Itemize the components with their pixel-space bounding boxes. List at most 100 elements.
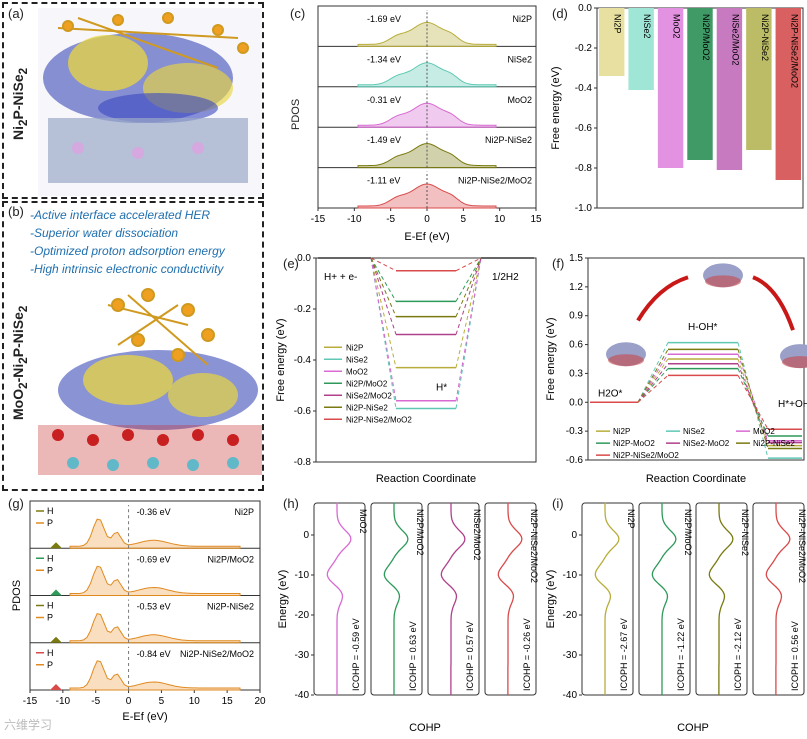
left-state-label: H+ + e- bbox=[324, 272, 357, 283]
cohp-frame bbox=[313, 502, 366, 696]
center-value: -0.84 eV bbox=[137, 649, 171, 659]
y-axis-label: Free energy (eV) bbox=[545, 317, 557, 400]
connector bbox=[637, 368, 669, 403]
bar bbox=[687, 8, 713, 160]
icohp-value: ICOPH = -2.12 eV bbox=[733, 618, 743, 691]
connector bbox=[370, 257, 397, 401]
panel-b-frame bbox=[2, 201, 264, 491]
y-tick-label: 0.0 bbox=[578, 3, 592, 14]
cohp-frame bbox=[752, 502, 805, 696]
x-tick-label: 15 bbox=[222, 696, 234, 707]
cohp-curve bbox=[383, 502, 409, 695]
cohp-name: NiSe2/MoO2 bbox=[472, 509, 482, 561]
bar-label: MoO2 bbox=[672, 14, 682, 39]
y-tick-label: -0.2 bbox=[575, 43, 593, 54]
row-name: Ni2P-NiSe2 bbox=[485, 135, 532, 145]
connector bbox=[455, 257, 482, 317]
y-tick-label: 0.0 bbox=[297, 253, 311, 264]
y-tick-label: -0.4 bbox=[294, 355, 312, 366]
panel-h-letter: (h) bbox=[283, 496, 299, 511]
x-axis-label: Reaction Coordinate bbox=[646, 473, 746, 485]
connector bbox=[370, 257, 397, 335]
bar bbox=[746, 8, 772, 150]
x-axis-label: COHP bbox=[677, 722, 709, 734]
legend-label: Ni2P-MoO2 bbox=[613, 439, 655, 448]
connector bbox=[370, 257, 397, 272]
y-tick-label: 0 bbox=[303, 530, 309, 541]
cohp-name: Ni2P/MoO2 bbox=[415, 509, 425, 556]
y-axis-label: Energy (eV) bbox=[545, 570, 557, 629]
bar-label: Ni2P-NiSe2/MoO2 bbox=[789, 14, 799, 88]
cohp-frame bbox=[695, 502, 748, 696]
dband-center-label: -0.31 eV bbox=[367, 95, 401, 105]
icohp-value: ICOPH = -2.67 eV bbox=[619, 618, 629, 691]
y-tick-label: -40 bbox=[563, 690, 578, 701]
x-tick-label: 15 bbox=[530, 214, 542, 225]
icohp-value: ICOPH = 0.56 eV bbox=[790, 621, 800, 691]
y-tick-label: -0.6 bbox=[566, 455, 584, 466]
h-pdos-curve bbox=[50, 636, 62, 643]
cohp-frame bbox=[484, 502, 537, 696]
y-tick-label: -0.2 bbox=[294, 304, 312, 315]
legend-label: NiSe2-MoO2 bbox=[683, 439, 730, 448]
structure-model-2-base bbox=[705, 275, 741, 288]
y-tick-label: -0.4 bbox=[575, 83, 593, 94]
panel-c-letter: (c) bbox=[290, 6, 306, 21]
x-tick-label: 5 bbox=[159, 696, 165, 707]
bar-label: NiSe2/MoO2 bbox=[730, 14, 740, 66]
state-label-hoh-split: H*+OH* bbox=[778, 399, 807, 410]
cohp-curve bbox=[497, 502, 523, 695]
legend-label-p: P bbox=[47, 613, 53, 623]
dband-center-label: -1.11 eV bbox=[367, 176, 400, 186]
legend-label-h: H bbox=[47, 648, 54, 658]
center-value: -0.53 eV bbox=[137, 602, 171, 612]
connector bbox=[455, 257, 482, 401]
x-tick-label: 10 bbox=[189, 696, 201, 707]
y-tick-label: -20 bbox=[295, 610, 310, 621]
cohp-frame bbox=[638, 502, 691, 696]
connector bbox=[455, 257, 482, 335]
connector bbox=[737, 342, 769, 459]
panel-a-letter: (a) bbox=[8, 6, 24, 21]
cohp-name: Ni2P-NiSe2/MoO2 bbox=[797, 509, 807, 583]
icohp-value: ICOHP = -0.59 eV bbox=[351, 618, 361, 691]
y-axis-label: Free energy (eV) bbox=[550, 66, 562, 149]
icohp-value: ICOHP = 0.57 eV bbox=[465, 621, 475, 691]
y-tick-label: -0.6 bbox=[294, 406, 312, 417]
y-tick-label: 1.5 bbox=[569, 253, 583, 264]
y-tick-label: -20 bbox=[563, 610, 578, 621]
connector bbox=[370, 257, 397, 317]
panel-a-frame bbox=[2, 2, 264, 199]
cohp-frame bbox=[581, 502, 634, 696]
x-tick-label: -15 bbox=[23, 696, 38, 707]
legend-label-h: H bbox=[47, 553, 54, 563]
y-tick-label: 0 bbox=[571, 530, 577, 541]
connector bbox=[455, 257, 482, 368]
bar bbox=[599, 8, 625, 76]
legend-label: Ni2P bbox=[613, 427, 630, 436]
structure-model-1-base bbox=[608, 354, 644, 367]
connector bbox=[455, 257, 482, 272]
y-tick-label: 0.0 bbox=[569, 397, 583, 408]
cohp-name: Ni2P/MoO2 bbox=[683, 509, 693, 556]
center-value: -0.69 eV bbox=[137, 554, 171, 564]
x-axis-label: COHP bbox=[409, 722, 441, 734]
legend-label-h: H bbox=[47, 506, 54, 516]
h-pdos-curve bbox=[50, 589, 62, 596]
state-label-h2o: H2O* bbox=[598, 388, 623, 399]
y-axis-label: Free energy (eV) bbox=[275, 318, 287, 401]
legend-label-p: P bbox=[47, 565, 53, 575]
panel-g-letter: (g) bbox=[8, 496, 24, 511]
bar-label: Ni2P-NiSe2 bbox=[760, 14, 770, 61]
h-pdos-curve bbox=[50, 684, 62, 690]
y-tick-label: -1.0 bbox=[575, 203, 593, 214]
arrow-1 bbox=[636, 275, 689, 322]
legend-label-h: H bbox=[47, 601, 54, 611]
panel-h-chart: 0 -10 -20 -30 -40 Energy (eV) COHP MoO2 ICOHP = … bbox=[277, 502, 539, 734]
y-tick-label: -0.8 bbox=[575, 163, 593, 174]
watermark: 六维学习 bbox=[4, 718, 53, 732]
dband-center-label: -1.49 eV bbox=[367, 135, 401, 145]
panel-i-chart: 0 -10 -20 -30 -40 Energy (eV) COHP Ni2P ICOPH = … bbox=[545, 502, 807, 734]
connector bbox=[637, 363, 669, 403]
p-pdos-curve bbox=[69, 565, 241, 596]
